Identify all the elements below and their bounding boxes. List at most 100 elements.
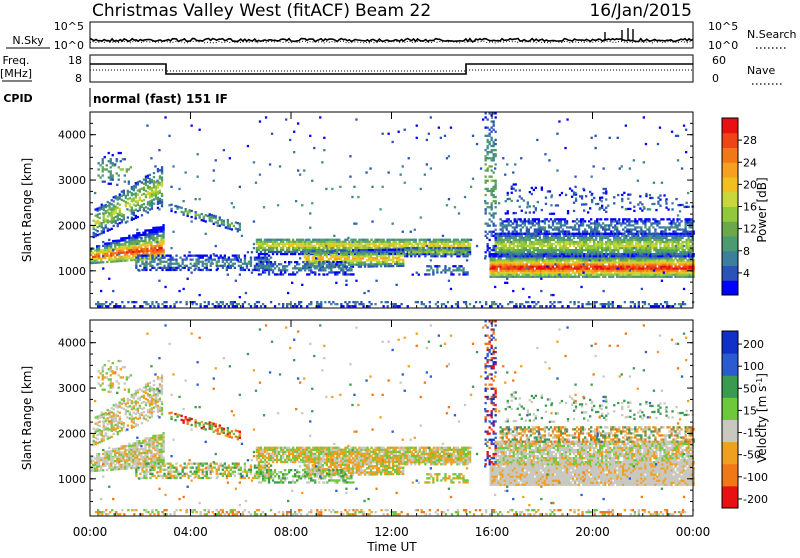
power-cell bbox=[155, 198, 157, 200]
power-cell bbox=[458, 247, 460, 249]
power-cell bbox=[643, 251, 645, 253]
power-cell bbox=[108, 183, 110, 185]
power-cell bbox=[552, 257, 554, 259]
power-cell bbox=[503, 243, 505, 245]
power-cell bbox=[318, 241, 320, 243]
power-cell bbox=[614, 272, 616, 274]
power-cell bbox=[687, 261, 689, 263]
power-cell bbox=[210, 257, 212, 259]
power-cell bbox=[235, 228, 237, 230]
power-cell bbox=[625, 235, 627, 237]
power-cell bbox=[360, 263, 362, 265]
power-cell bbox=[548, 220, 550, 222]
power-cell bbox=[418, 251, 420, 253]
power-cell bbox=[310, 266, 312, 268]
power-cell bbox=[395, 243, 397, 245]
power-cell bbox=[553, 237, 555, 239]
power-cell bbox=[128, 257, 130, 259]
power-cell bbox=[111, 218, 113, 220]
power-cell bbox=[143, 179, 145, 181]
power-cell bbox=[396, 259, 398, 261]
power-cell bbox=[270, 239, 272, 241]
power-cell bbox=[368, 253, 370, 255]
power-cell bbox=[141, 194, 143, 196]
power-cell bbox=[503, 235, 505, 237]
power-cell bbox=[495, 249, 497, 251]
power-cell bbox=[622, 267, 624, 269]
power-cell bbox=[577, 249, 579, 251]
power-cell bbox=[552, 269, 554, 271]
power-cell bbox=[139, 188, 141, 190]
power-cell bbox=[522, 220, 524, 222]
power-cell bbox=[576, 257, 578, 259]
power-cell bbox=[304, 245, 306, 247]
power-cell bbox=[601, 249, 603, 251]
power-cell bbox=[179, 257, 181, 259]
power-cell bbox=[673, 247, 675, 249]
power-cell bbox=[118, 256, 120, 258]
power-cell bbox=[104, 253, 106, 255]
power-cell bbox=[518, 257, 520, 259]
power-cell bbox=[262, 257, 264, 259]
power-cell bbox=[627, 249, 629, 251]
power-cell bbox=[124, 241, 126, 243]
power-cell bbox=[675, 239, 677, 241]
power-cell bbox=[374, 257, 376, 259]
power-cell bbox=[418, 249, 420, 251]
power-cell bbox=[225, 226, 227, 228]
power-cell bbox=[127, 202, 129, 204]
power-cell bbox=[105, 220, 107, 222]
power-cell bbox=[372, 263, 374, 265]
power-cell bbox=[548, 276, 550, 278]
power-cell bbox=[529, 251, 531, 253]
power-cell bbox=[559, 247, 561, 249]
power-cell bbox=[621, 243, 623, 245]
power-cell bbox=[326, 261, 328, 263]
power-cell bbox=[608, 276, 610, 278]
power-cell bbox=[462, 249, 464, 251]
power-cell bbox=[639, 249, 641, 251]
power-cell bbox=[498, 276, 500, 278]
power-cell bbox=[526, 259, 528, 261]
power-cell bbox=[350, 251, 352, 253]
power-cell bbox=[217, 222, 219, 224]
power-cell bbox=[272, 253, 274, 255]
power-cell bbox=[314, 241, 316, 243]
power-cell bbox=[532, 269, 534, 271]
power-cell bbox=[107, 215, 109, 217]
power-cell bbox=[296, 245, 298, 247]
power-cell bbox=[157, 184, 159, 186]
power-cell bbox=[420, 249, 422, 251]
power-cell bbox=[433, 245, 435, 247]
power-cell bbox=[606, 269, 608, 271]
power-cell bbox=[681, 253, 683, 255]
power-cell bbox=[588, 257, 590, 259]
power-cell bbox=[219, 225, 221, 227]
power-cell bbox=[510, 276, 512, 278]
power-cell bbox=[552, 222, 554, 224]
power-cell bbox=[161, 172, 163, 174]
power-cell bbox=[360, 243, 362, 245]
power-cell bbox=[162, 240, 164, 242]
power-cell bbox=[423, 245, 425, 247]
power-cell bbox=[618, 272, 620, 274]
power-cell bbox=[256, 239, 258, 241]
power-cell bbox=[280, 263, 282, 265]
power-cell bbox=[391, 245, 393, 247]
power-cell bbox=[432, 255, 434, 257]
power-cell bbox=[542, 276, 544, 278]
power-cell bbox=[625, 243, 627, 245]
power-cell bbox=[128, 251, 130, 253]
power-cell bbox=[680, 267, 682, 269]
power-cell bbox=[639, 247, 641, 249]
power-cell bbox=[436, 269, 438, 271]
power-cell bbox=[121, 215, 123, 217]
power-cell bbox=[663, 247, 665, 249]
power-cell bbox=[120, 248, 122, 250]
power-cell bbox=[394, 261, 396, 263]
power-cell bbox=[624, 274, 626, 276]
power-cell bbox=[622, 272, 624, 274]
power-cell bbox=[528, 274, 530, 276]
power-cell bbox=[460, 269, 462, 271]
power-cell bbox=[354, 239, 356, 241]
